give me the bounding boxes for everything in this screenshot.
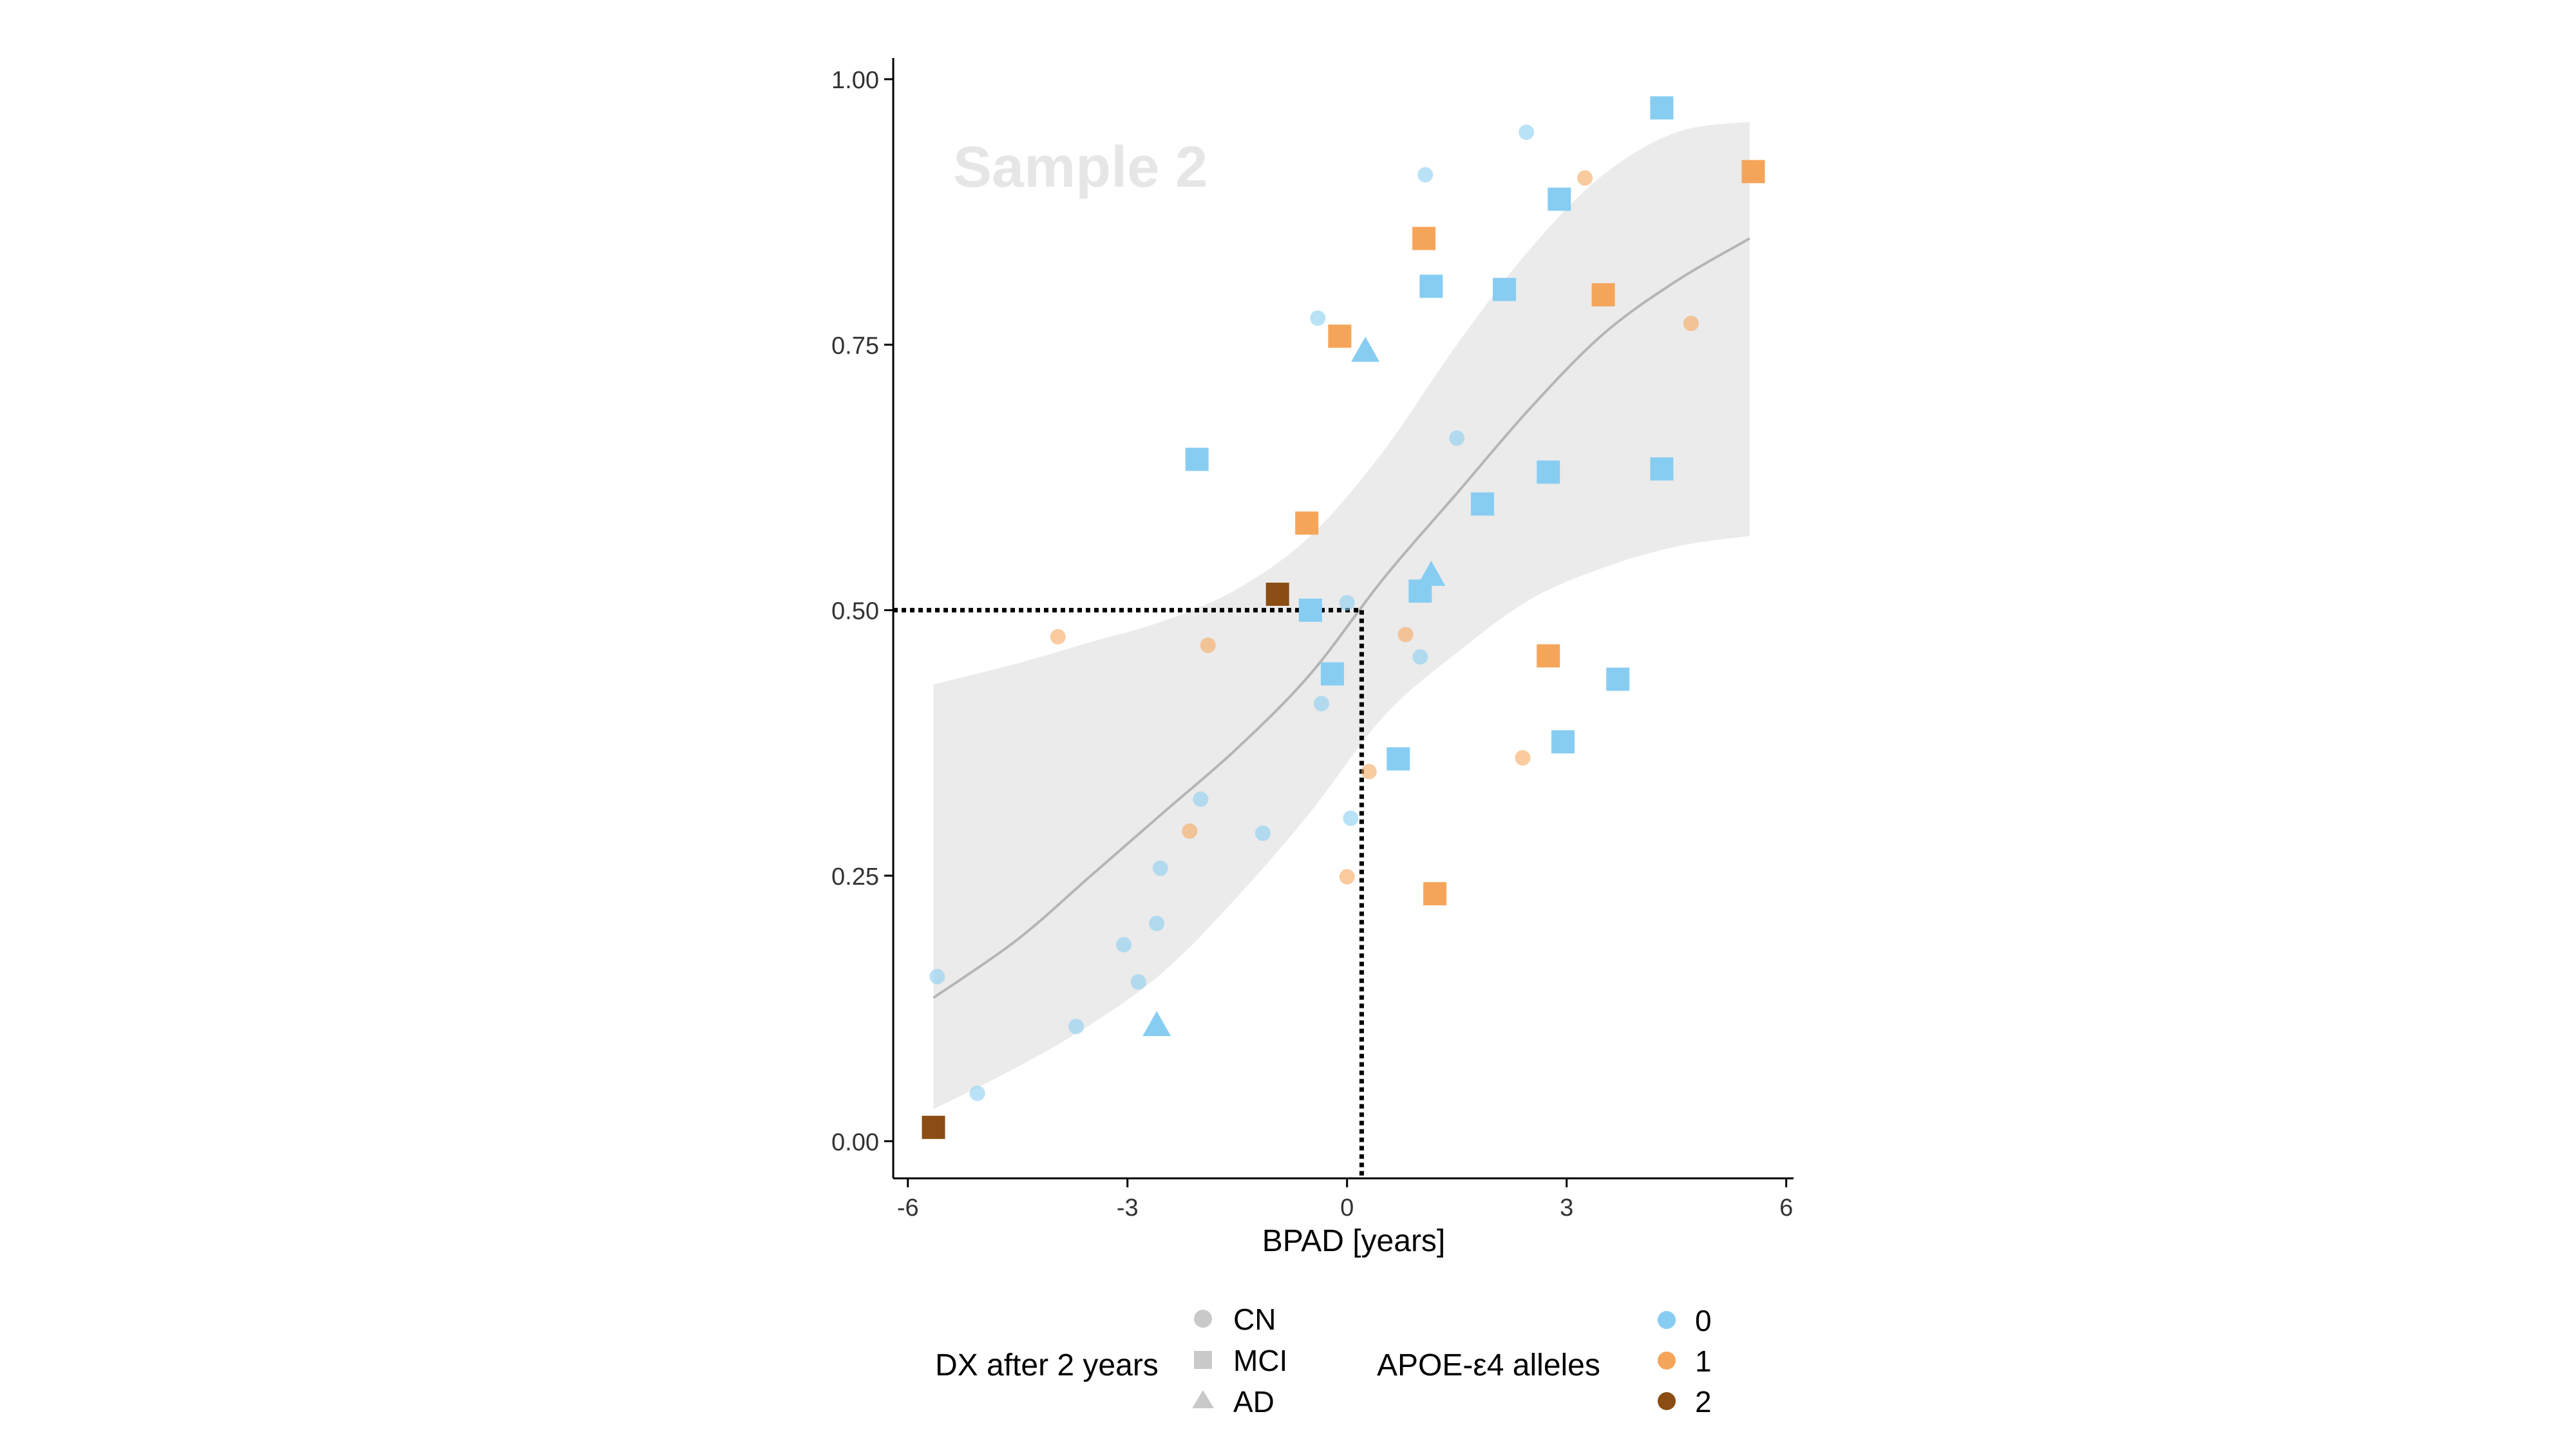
point-cn: [1310, 310, 1326, 326]
point-cn: [1361, 764, 1377, 780]
x-tick-label: 6: [1779, 1194, 1793, 1221]
legend-dx: DX after 2 years CN MCI AD: [935, 1303, 1287, 1419]
y-tick-label: 1.00: [831, 67, 879, 94]
x-tick-label: -6: [897, 1194, 919, 1221]
point-mci: [1650, 96, 1674, 120]
legend-dx-ad: AD: [1233, 1385, 1274, 1419]
data-points: [922, 96, 1765, 1139]
legend-apoe-2-dot-icon: [1658, 1392, 1676, 1410]
point-mci: [1320, 662, 1344, 686]
legend-dx-cn: CN: [1233, 1303, 1276, 1336]
point-ad: [1417, 560, 1446, 586]
point-mci: [1537, 644, 1560, 668]
point-mci: [1387, 747, 1410, 771]
point-cn: [1683, 316, 1699, 332]
y-tick-label: 0.25: [831, 863, 879, 891]
point-ad: [1351, 336, 1380, 362]
y-tick-label: 0.00: [831, 1129, 879, 1156]
x-tick-label: 3: [1560, 1194, 1573, 1221]
point-mci: [1591, 283, 1615, 306]
legend-apoe-2: 2: [1695, 1385, 1712, 1419]
point-cn: [1313, 695, 1329, 712]
point-mci: [1298, 598, 1322, 622]
legend-dx-title: DX after 2 years: [935, 1348, 1159, 1382]
point-cn: [1397, 627, 1414, 643]
y-tick-label: 0.50: [831, 598, 879, 625]
point-cn: [1050, 628, 1066, 645]
confidence-band-area: [933, 122, 1750, 1109]
point-mci: [1328, 325, 1352, 348]
point-mci: [1606, 667, 1630, 691]
point-mci: [1551, 730, 1575, 754]
point-cn: [1130, 974, 1146, 990]
fit-curve: [933, 237, 1750, 999]
point-cn: [1412, 649, 1428, 665]
sample-watermark: Sample 2: [953, 135, 1208, 200]
point-mci: [1185, 448, 1209, 471]
legend-apoe-1-dot-icon: [1658, 1352, 1676, 1370]
axes: 0.00 0.25 0.50 0.75 1.00 -6 -3 0 3 6: [831, 58, 1794, 1221]
point-cn: [1339, 595, 1355, 611]
point-cn: [1152, 860, 1168, 876]
point-cn: [1255, 825, 1271, 841]
reference-lines: [893, 608, 1364, 1178]
point-mci: [1548, 187, 1571, 211]
point-mci: [1493, 278, 1517, 301]
point-mci: [1265, 582, 1289, 606]
point-cn: [1577, 170, 1593, 186]
point-mci: [1650, 457, 1674, 481]
point-cn: [1519, 124, 1535, 140]
point-mci: [1412, 227, 1436, 250]
legend-dx-mci: MCI: [1233, 1344, 1287, 1377]
point-cn: [929, 968, 945, 985]
point-mci: [1295, 511, 1319, 535]
point-cn: [1116, 937, 1132, 953]
point-cn: [1200, 637, 1216, 654]
point-mci: [1419, 274, 1443, 298]
point-cn: [1182, 823, 1198, 839]
legend-ad-triangle-icon: [1192, 1390, 1214, 1408]
point-mci: [1537, 460, 1560, 484]
point-cn: [1339, 869, 1355, 885]
fit-curve-line: [933, 237, 1750, 999]
x-axis-label: BPAD [years]: [1262, 1224, 1446, 1258]
legend-apoe-1: 1: [1695, 1344, 1712, 1378]
x-tick-label: 0: [1340, 1194, 1354, 1221]
point-mci: [1423, 882, 1447, 905]
point-mci: [1741, 160, 1765, 184]
point-cn: [1193, 791, 1209, 807]
y-tick-label: 0.75: [831, 332, 879, 359]
point-mci: [1470, 492, 1494, 516]
point-cn: [1149, 916, 1165, 932]
point-cn: [1417, 167, 1434, 183]
x-tick-label: -3: [1117, 1194, 1139, 1221]
legend-apoe-title: APOE-ε4 alleles: [1377, 1348, 1600, 1382]
point-cn: [1515, 750, 1531, 766]
legend-apoe-0: 0: [1695, 1304, 1712, 1337]
legend-mci-square-icon: [1194, 1351, 1212, 1369]
legend-apoe: APOE-ε4 alleles 0 1 2: [1377, 1304, 1712, 1419]
point-cn: [969, 1086, 985, 1102]
point-cn: [1068, 1019, 1084, 1035]
legend-apoe-0-dot-icon: [1658, 1311, 1676, 1329]
point-cn: [1449, 430, 1465, 446]
point-mci: [922, 1115, 945, 1139]
point-cn: [1343, 810, 1359, 826]
point-ad: [1142, 1011, 1171, 1037]
confidence-band: [933, 122, 1750, 1109]
legend-cn-circle-icon: [1194, 1310, 1212, 1328]
